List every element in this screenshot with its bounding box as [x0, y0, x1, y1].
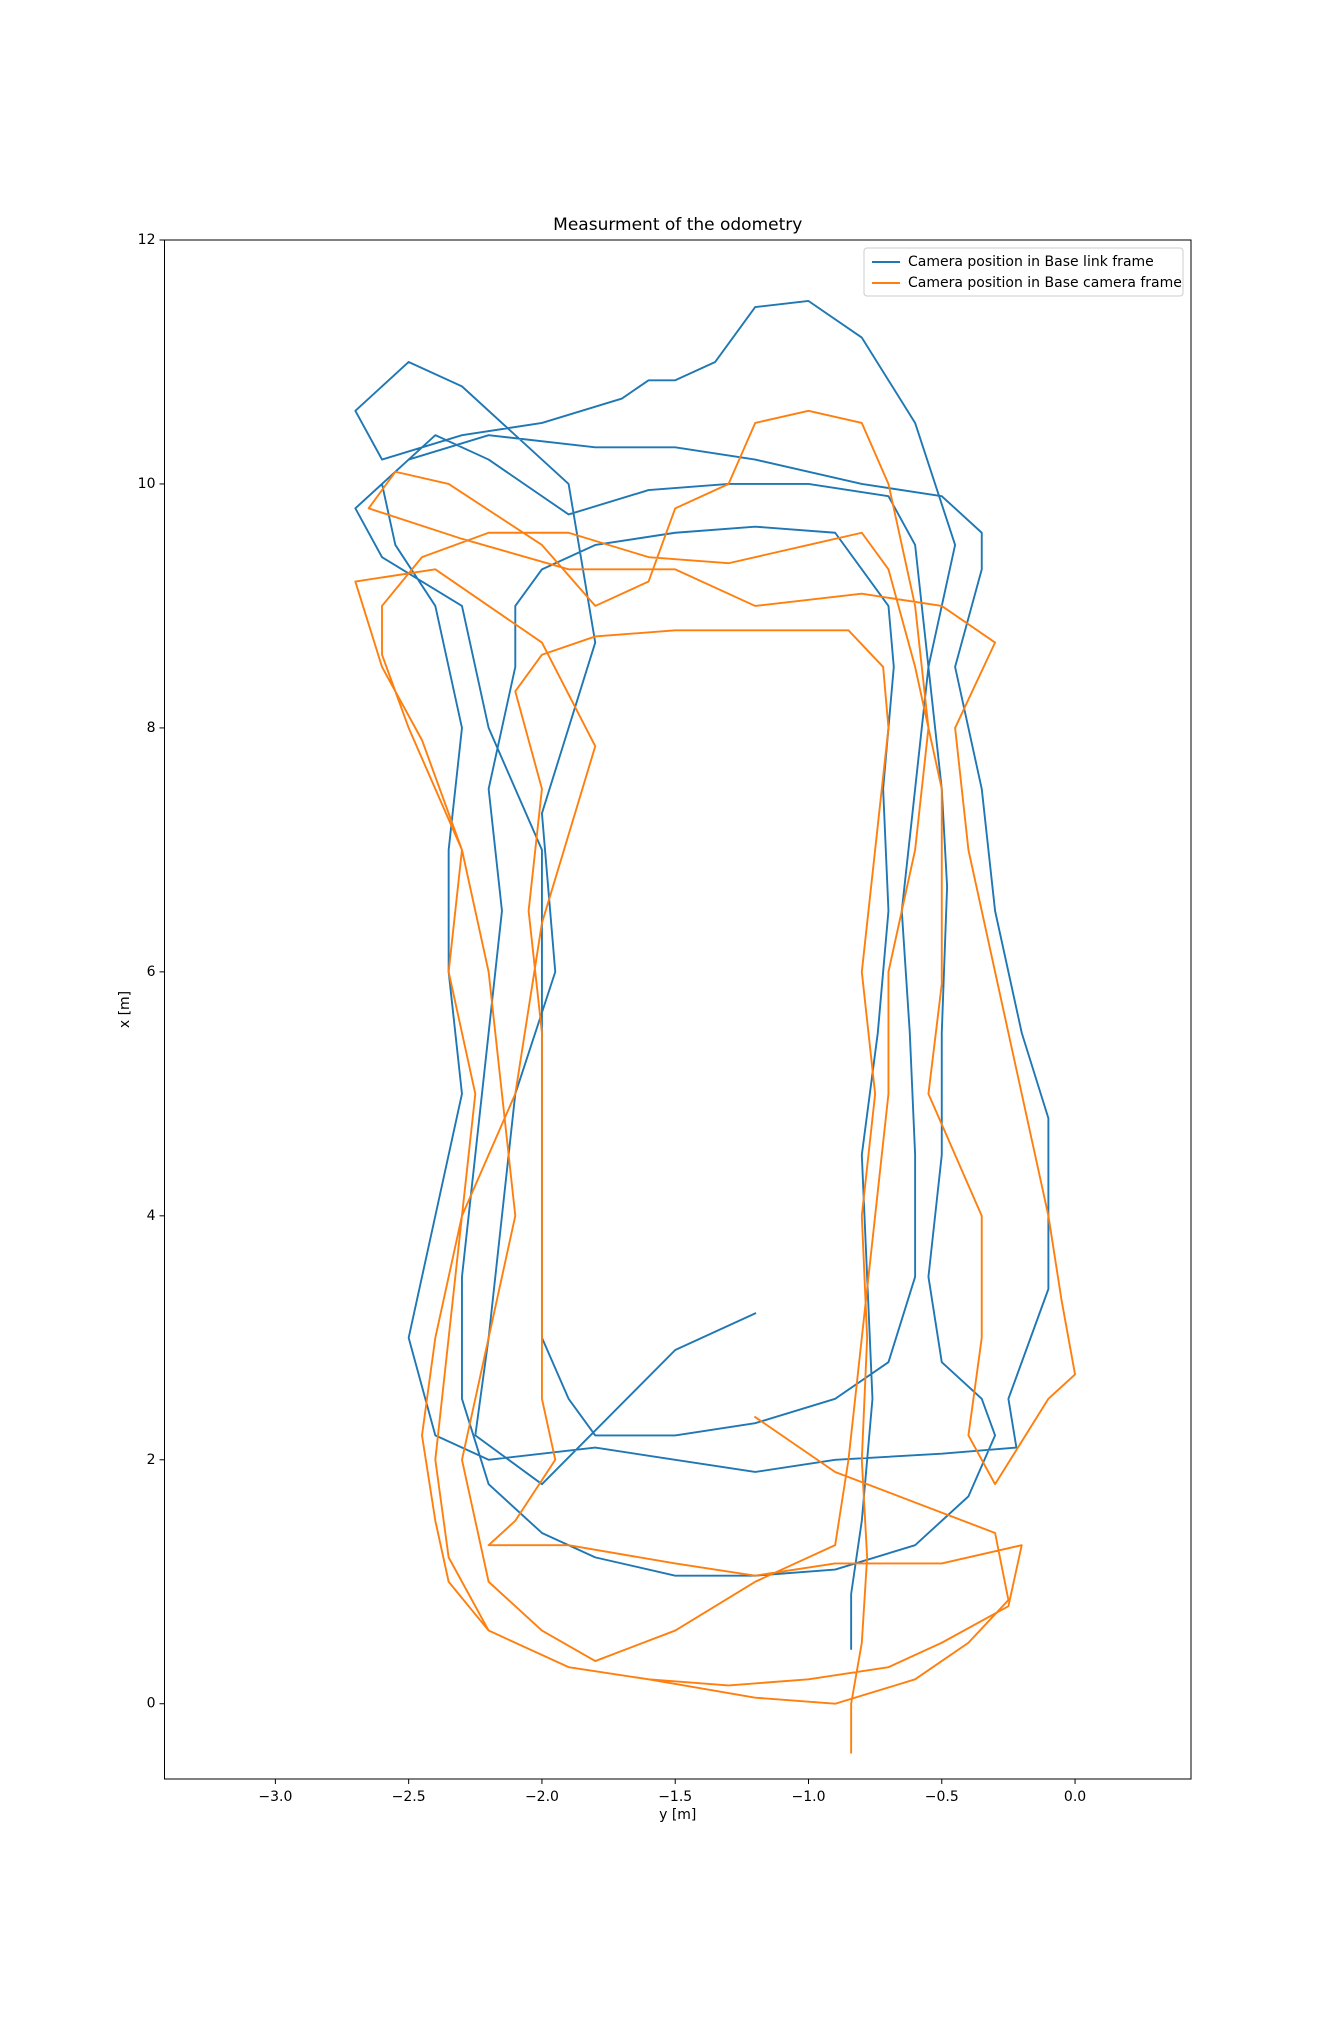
- x-tick-label: −3.0: [258, 1789, 292, 1805]
- x-tick-label: −0.5: [925, 1789, 959, 1805]
- y-axis-label: x [m]: [117, 991, 133, 1028]
- y-tick-label: 6: [147, 964, 156, 980]
- x-tick-label: −2.5: [392, 1789, 426, 1805]
- y-tick-label: 12: [138, 232, 156, 248]
- chart-title: Measurment of the odometry: [553, 215, 802, 235]
- legend-label: Camera position in Base camera frame: [908, 275, 1182, 291]
- plot-frame: [164, 239, 1192, 1780]
- y-tick-label: 8: [147, 720, 156, 736]
- legend-box: [863, 247, 1184, 297]
- x-tick-label: 0.0: [1064, 1789, 1086, 1805]
- y-tick-label: 0: [147, 1696, 156, 1712]
- y-tick-label: 10: [138, 476, 156, 492]
- legend: Camera position in Base link frame Camera…: [863, 247, 1184, 297]
- series-line: [354, 409, 1076, 1754]
- x-tick-label: −1.0: [791, 1789, 825, 1805]
- legend-label: Camera position in Base link frame: [908, 254, 1154, 270]
- x-axis-label: y [m]: [659, 1807, 696, 1823]
- x-tick-label: −2.0: [525, 1789, 559, 1805]
- series-line: [354, 300, 1050, 1650]
- x-tick-label: −1.5: [658, 1789, 692, 1805]
- y-tick-label: 2: [147, 1452, 156, 1468]
- y-tick-label: 4: [147, 1208, 156, 1224]
